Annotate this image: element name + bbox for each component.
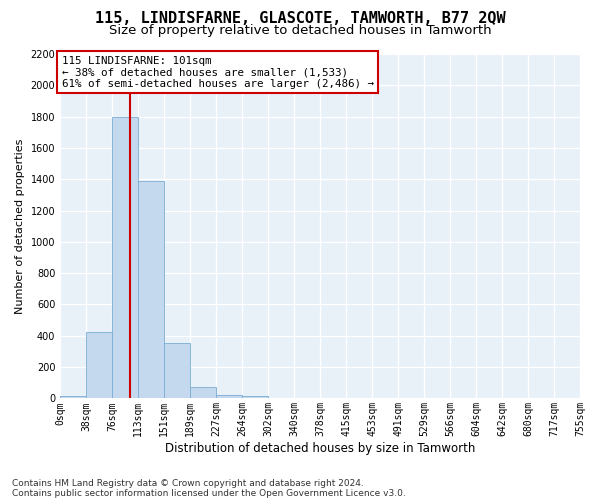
Text: Size of property relative to detached houses in Tamworth: Size of property relative to detached ho… (109, 24, 491, 37)
Bar (138, 181, 164, 398)
Bar (60, 396, 86, 398)
Bar (112, 116, 138, 398)
Text: Contains HM Land Registry data © Crown copyright and database right 2024.: Contains HM Land Registry data © Crown c… (12, 478, 364, 488)
Text: 115 LINDISFARNE: 101sqm
← 38% of detached houses are smaller (1,533)
61% of semi: 115 LINDISFARNE: 101sqm ← 38% of detache… (62, 56, 374, 89)
Bar (164, 343, 190, 398)
Bar (86, 332, 112, 398)
Text: Contains public sector information licensed under the Open Government Licence v3: Contains public sector information licen… (12, 488, 406, 498)
Bar (190, 388, 216, 398)
Bar (216, 395, 242, 398)
Bar (242, 396, 268, 398)
Text: 115, LINDISFARNE, GLASCOTE, TAMWORTH, B77 2QW: 115, LINDISFARNE, GLASCOTE, TAMWORTH, B7… (95, 11, 505, 26)
Y-axis label: Number of detached properties: Number of detached properties (15, 138, 25, 314)
X-axis label: Distribution of detached houses by size in Tamworth: Distribution of detached houses by size … (165, 442, 475, 455)
